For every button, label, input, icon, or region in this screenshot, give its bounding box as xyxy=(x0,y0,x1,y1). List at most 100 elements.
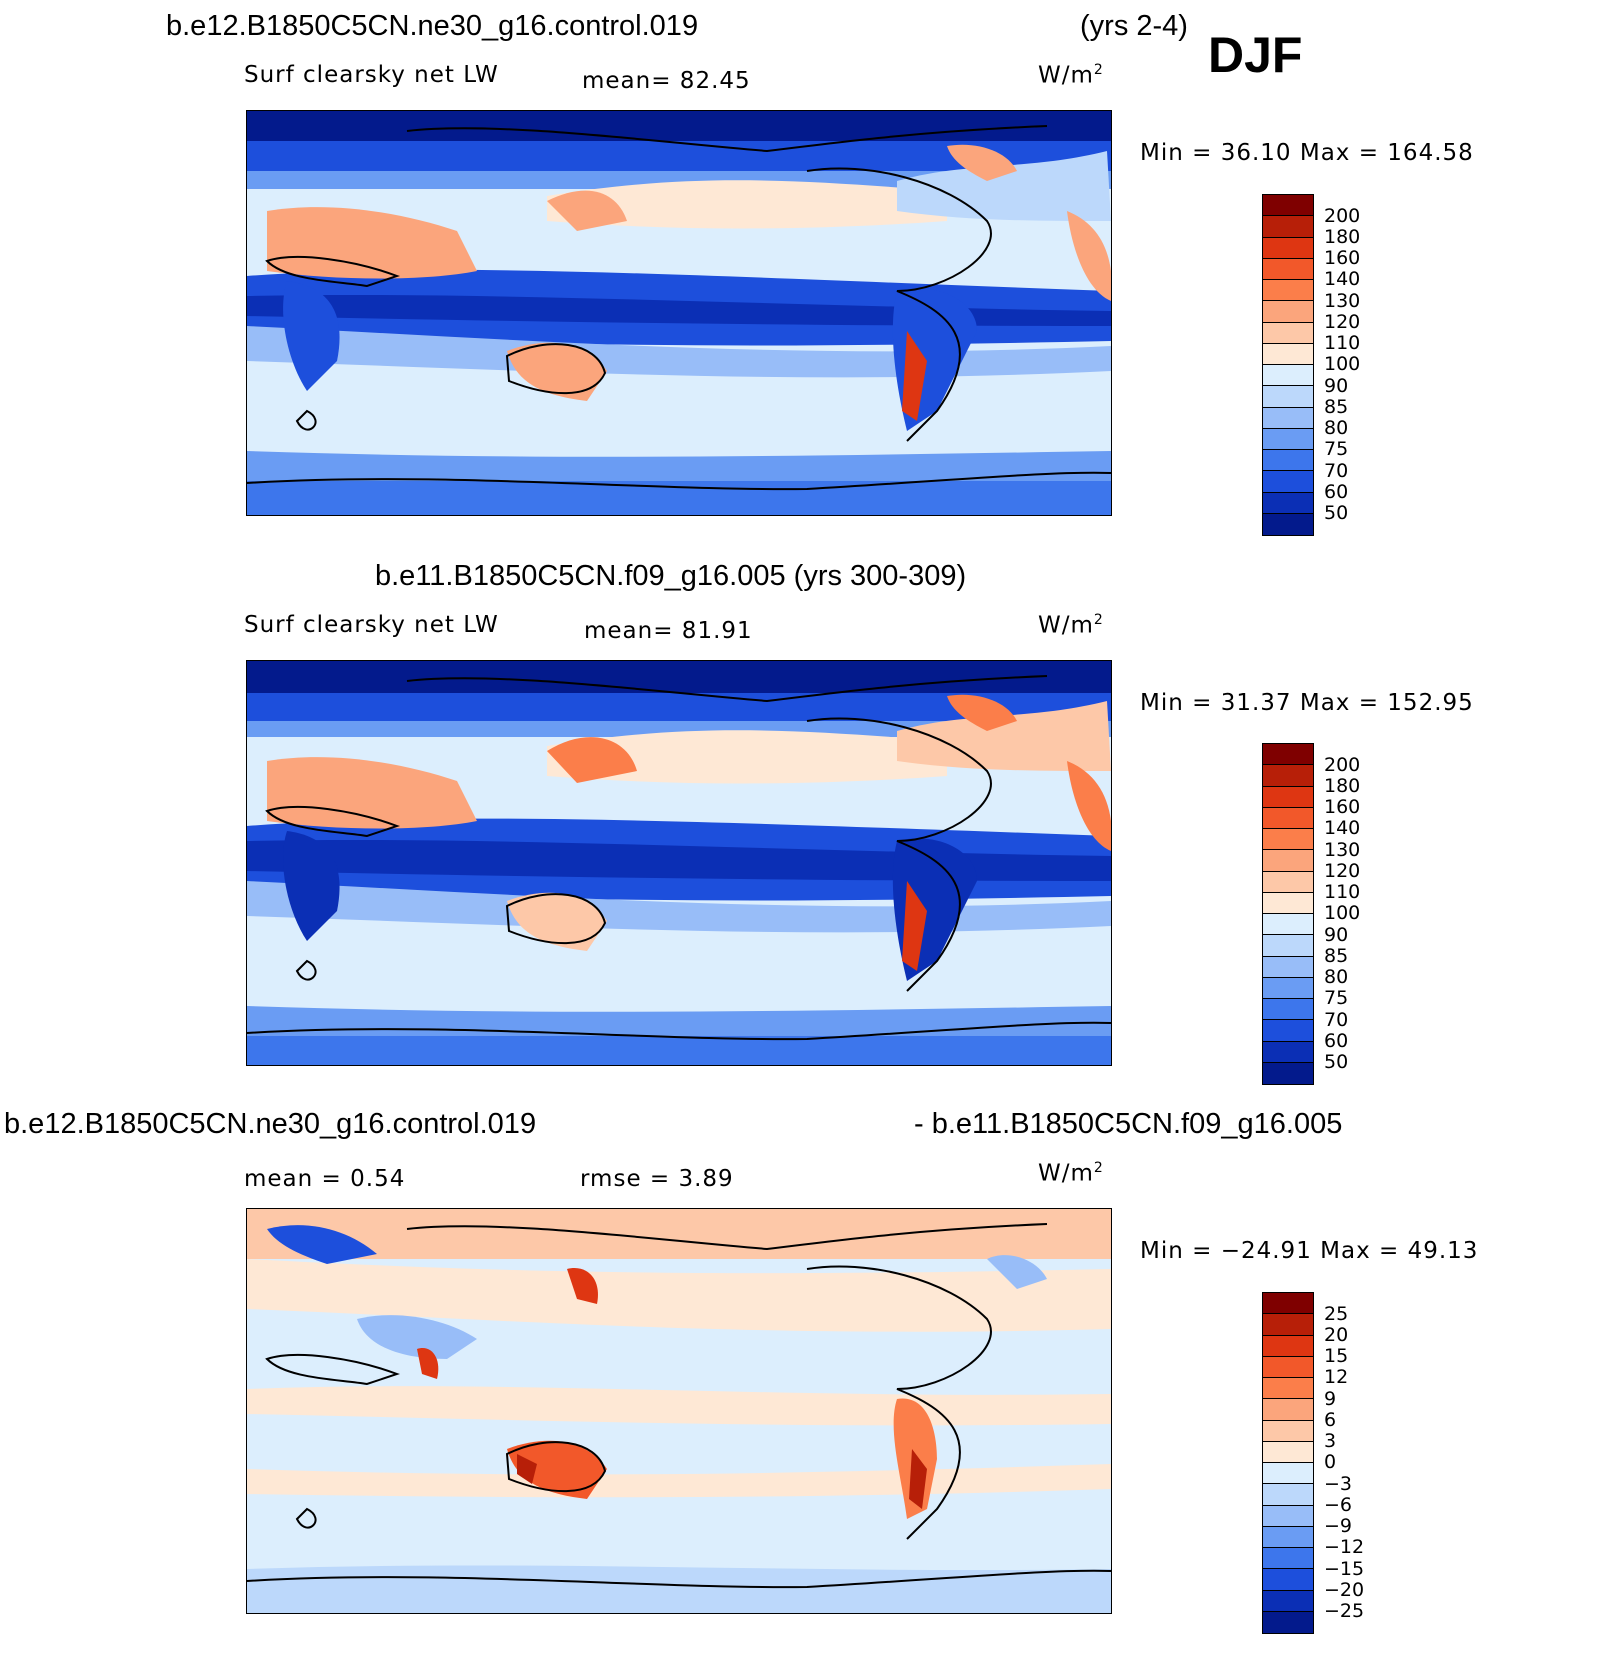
panel2-colorbar-tick: 140 xyxy=(1324,817,1361,839)
panel1-colorbar-tick: 70 xyxy=(1324,460,1349,482)
panel3-colorbar-box xyxy=(1263,1505,1313,1527)
panel3-colorbar-tick: 3 xyxy=(1324,1430,1337,1452)
panel2-colorbar-box xyxy=(1263,935,1313,957)
panel2-colorbar-tick: 85 xyxy=(1324,945,1349,967)
panel2-mean: mean= 81.91 xyxy=(584,618,753,644)
panel1-years: (yrs 2-4) xyxy=(1080,10,1188,42)
panel1-colorbar-box xyxy=(1263,301,1313,323)
panel2-colorbar-box xyxy=(1263,829,1313,851)
panel1-colorbar-tick: 90 xyxy=(1324,375,1349,397)
panel3-colorbar-tick: −20 xyxy=(1324,1579,1365,1601)
panel3-colorbar-box xyxy=(1263,1399,1313,1421)
panel3-colorbar-tick: −3 xyxy=(1324,1473,1353,1495)
panel3-colorbar-tick: 6 xyxy=(1324,1409,1337,1431)
panel1-colorbar-box xyxy=(1263,322,1313,344)
panel3-colorbar-box xyxy=(1263,1378,1313,1400)
panel3-colorbar-box xyxy=(1263,1548,1313,1570)
panel1-colorbar-box xyxy=(1263,343,1313,365)
panel2-colorbar-tick: 75 xyxy=(1324,987,1349,1009)
panel1-colorbar-tick: 130 xyxy=(1324,290,1361,312)
panel3-colorbar xyxy=(1262,1292,1314,1634)
panel1-minmax: Min = 36.10 Max = 164.58 xyxy=(1140,140,1474,166)
panel3-colorbar-box xyxy=(1263,1484,1313,1506)
panel3-colorbar-box xyxy=(1263,1590,1313,1612)
panel3-rmse: rmse = 3.89 xyxy=(580,1166,734,1192)
panel3-colorbar-tick: 9 xyxy=(1324,1388,1337,1410)
panel1-colorbar-tick: 80 xyxy=(1324,417,1349,439)
panel3-colorbar-box xyxy=(1263,1420,1313,1442)
panel3-colorbar-tick: 12 xyxy=(1324,1366,1349,1388)
panel3-map-svg xyxy=(247,1209,1111,1613)
panel1-colorbar-tick: 85 xyxy=(1324,396,1349,418)
panel3-colorbar-tick: −15 xyxy=(1324,1558,1365,1580)
panel2-variable-label: Surf clearsky net LW xyxy=(244,612,499,638)
panel2-colorbar-box xyxy=(1263,744,1313,766)
panel3-colorbar-tick: −9 xyxy=(1324,1515,1353,1537)
panel1-colorbar-tick: 75 xyxy=(1324,438,1349,460)
panel2-units: W/m2 xyxy=(1038,612,1104,639)
panel3-case-title: b.e12.B1850C5CN.ne30_g16.control.019 xyxy=(4,1108,537,1140)
panel2-colorbar-tick: 50 xyxy=(1324,1051,1349,1073)
panel1-units: W/m2 xyxy=(1038,62,1104,89)
panel2-colorbar-box xyxy=(1263,892,1313,914)
panel3-colorbar-box xyxy=(1263,1526,1313,1548)
panel3-colorbar-box xyxy=(1263,1441,1313,1463)
panel3-colorbar-box xyxy=(1263,1463,1313,1485)
panel2-colorbar-box xyxy=(1263,1062,1313,1084)
panel2-minmax: Min = 31.37 Max = 152.95 xyxy=(1140,690,1474,716)
panel2-colorbar-box xyxy=(1263,914,1313,936)
panel3-minmax: Min = −24.91 Max = 49.13 xyxy=(1140,1238,1479,1264)
panel2-colorbar-box xyxy=(1263,999,1313,1021)
panel2-colorbar-box xyxy=(1263,1041,1313,1063)
panel1-colorbar-tick: 50 xyxy=(1324,502,1349,524)
panel3-units: W/m2 xyxy=(1038,1160,1104,1187)
panel1-colorbar xyxy=(1262,194,1314,536)
panel2-colorbar-box xyxy=(1263,850,1313,872)
panel1-map xyxy=(246,110,1112,516)
panel2-colorbar-tick: 130 xyxy=(1324,839,1361,861)
panel1-colorbar-box xyxy=(1263,237,1313,259)
panel1-variable-label: Surf clearsky net LW xyxy=(244,62,499,88)
panel2-colorbar-tick: 120 xyxy=(1324,860,1361,882)
panel1-colorbar-tick: 110 xyxy=(1324,332,1361,354)
panel3-colorbar-box xyxy=(1263,1569,1313,1591)
panel1-map-svg xyxy=(247,111,1111,515)
panel2-map xyxy=(246,660,1112,1066)
panel1-colorbar-box xyxy=(1263,471,1313,493)
panel3-colorbar-box xyxy=(1263,1356,1313,1378)
panel3-case-subtracted: - b.e11.B1850C5CN.f09_g16.005 xyxy=(914,1108,1343,1140)
panel2-colorbar-tick: 110 xyxy=(1324,881,1361,903)
panel1-colorbar-box xyxy=(1263,216,1313,238)
panel1-colorbar-box xyxy=(1263,492,1313,514)
panel2-colorbar-tick: 180 xyxy=(1324,775,1361,797)
panel3-colorbar-box xyxy=(1263,1611,1313,1633)
panel3-colorbar-box xyxy=(1263,1314,1313,1336)
panel2-case-title: b.e11.B1850C5CN.f09_g16.005 (yrs 300-309… xyxy=(375,560,967,592)
panel3-colorbar-tick: 20 xyxy=(1324,1324,1349,1346)
panel2-colorbar-tick: 160 xyxy=(1324,796,1361,818)
panel1-colorbar-box xyxy=(1263,195,1313,217)
panel3-colorbar-tick: −6 xyxy=(1324,1494,1353,1516)
panel1-colorbar-box xyxy=(1263,407,1313,429)
panel1-colorbar-tick: 120 xyxy=(1324,311,1361,333)
panel2-colorbar-tick: 100 xyxy=(1324,902,1361,924)
panel2-colorbar-box xyxy=(1263,956,1313,978)
panel2-colorbar-tick: 90 xyxy=(1324,924,1349,946)
panel1-colorbar-box xyxy=(1263,386,1313,408)
panel1-mean: mean= 82.45 xyxy=(582,68,751,94)
panel2-colorbar-tick: 60 xyxy=(1324,1030,1349,1052)
panel3-colorbar-tick: −25 xyxy=(1324,1600,1365,1622)
panel2-colorbar-box xyxy=(1263,786,1313,808)
panel1-colorbar-tick: 100 xyxy=(1324,353,1361,375)
panel2-colorbar-box xyxy=(1263,977,1313,999)
panel2-colorbar-box xyxy=(1263,1020,1313,1042)
panel2-colorbar-tick: 80 xyxy=(1324,966,1349,988)
panel1-colorbar-box xyxy=(1263,280,1313,302)
panel3-map xyxy=(246,1208,1112,1614)
panel2-colorbar-tick: 70 xyxy=(1324,1009,1349,1031)
panel2-colorbar-box xyxy=(1263,765,1313,787)
panel2-colorbar xyxy=(1262,743,1314,1085)
panel3-colorbar-box xyxy=(1263,1335,1313,1357)
panel3-colorbar-tick: 15 xyxy=(1324,1345,1349,1367)
panel1-colorbar-box xyxy=(1263,450,1313,472)
